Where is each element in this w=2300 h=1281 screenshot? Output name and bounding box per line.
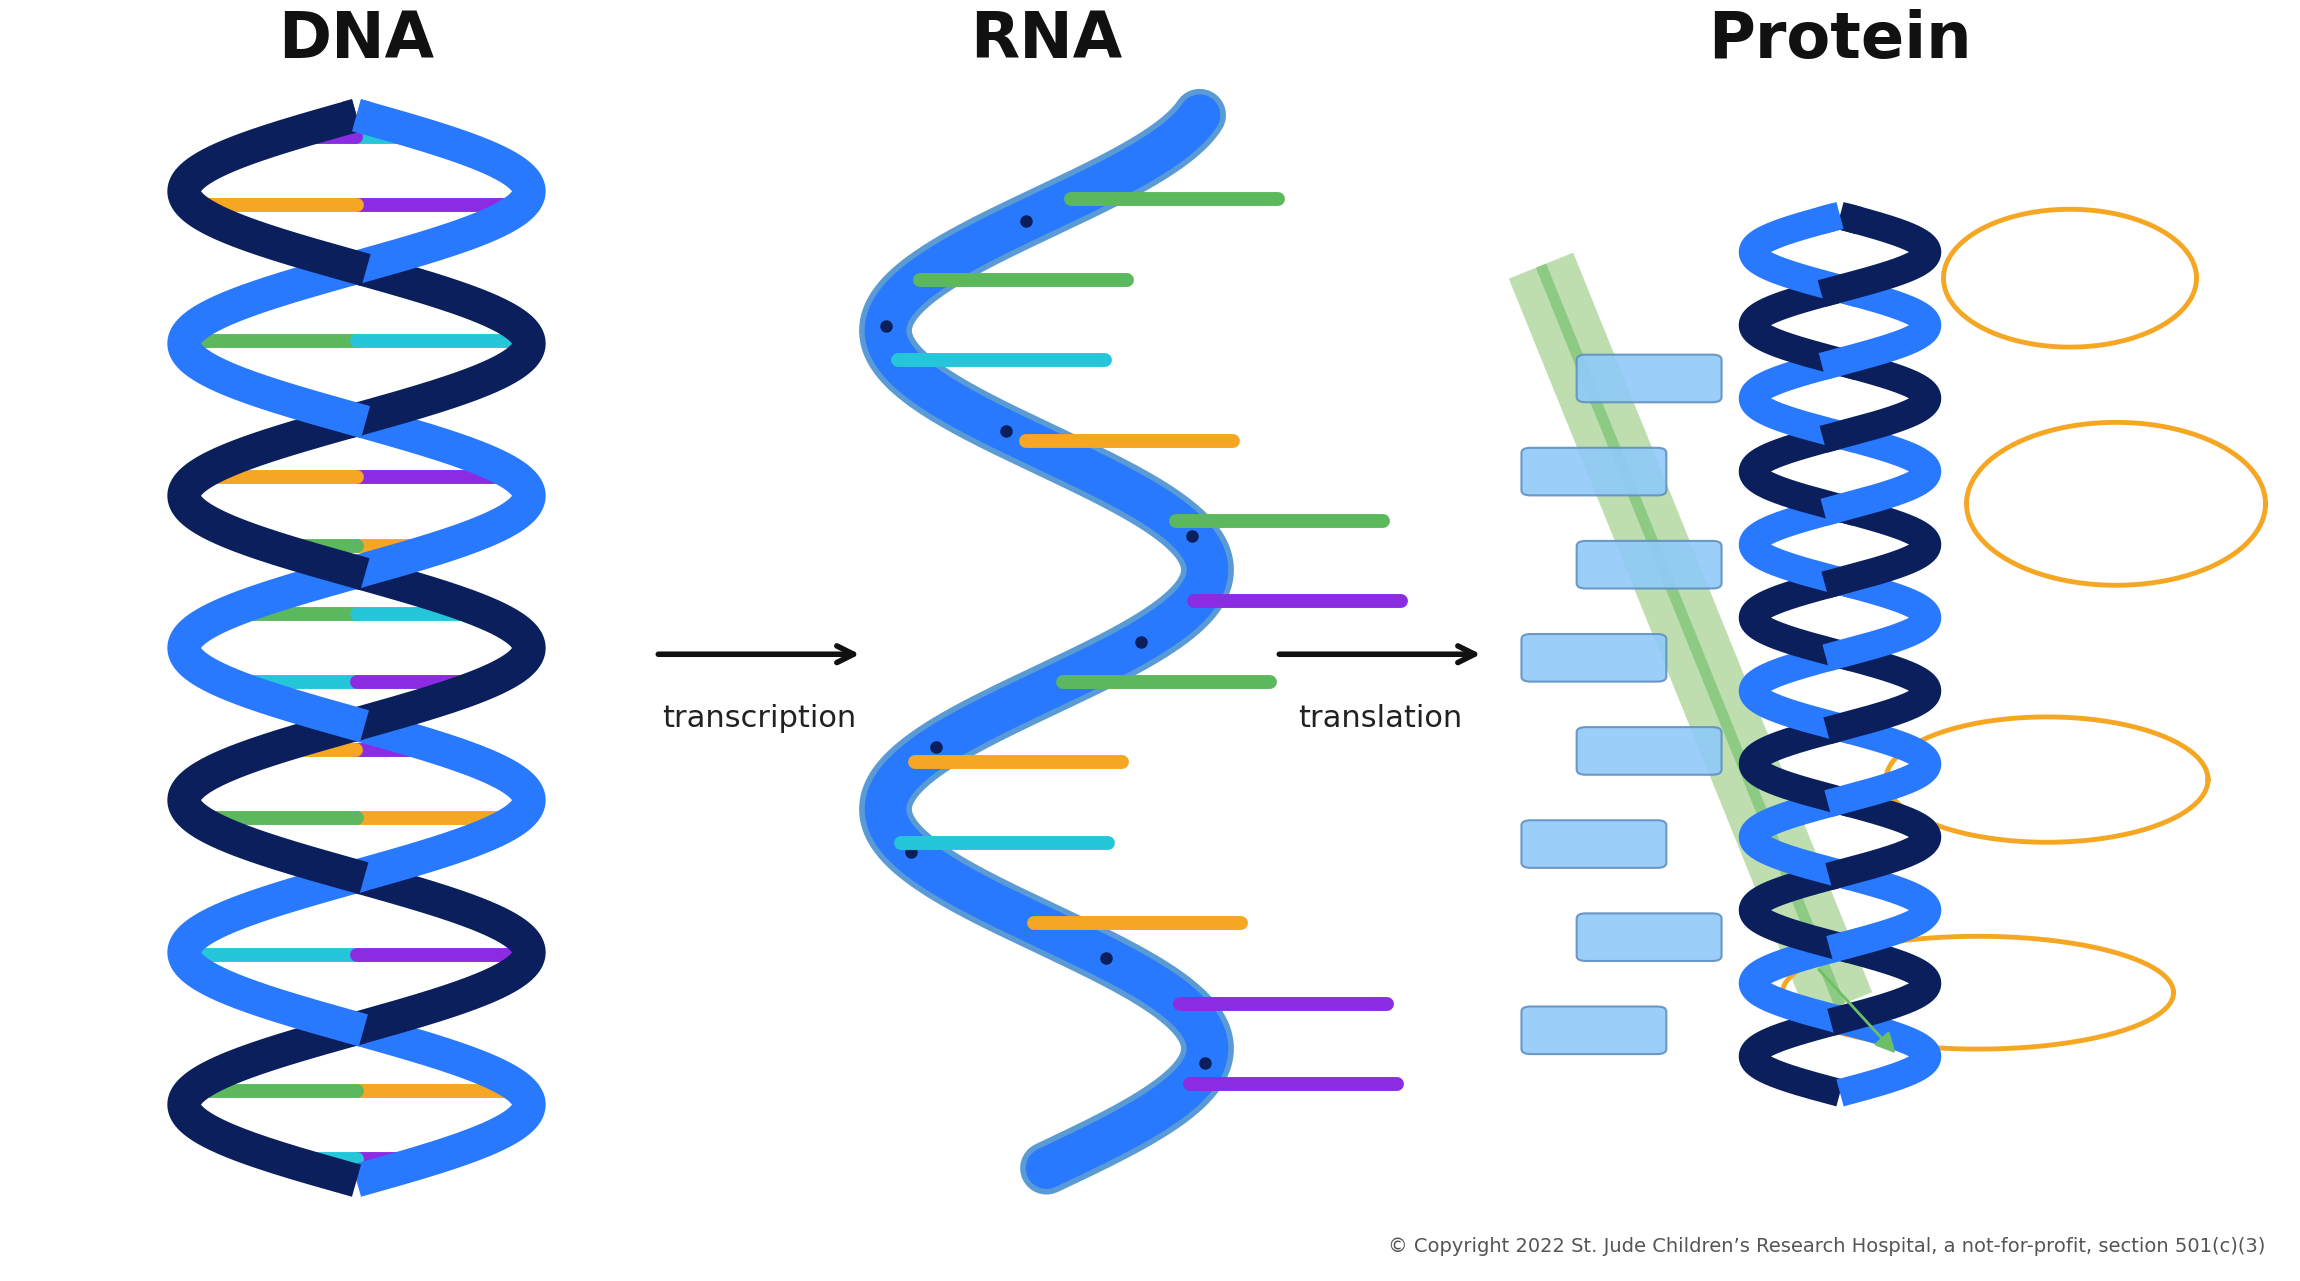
Text: Protein: Protein xyxy=(1709,9,1971,72)
FancyBboxPatch shape xyxy=(1578,541,1723,588)
FancyBboxPatch shape xyxy=(1578,913,1723,961)
Text: DNA: DNA xyxy=(278,9,435,72)
FancyBboxPatch shape xyxy=(1523,1007,1668,1054)
Text: RNA: RNA xyxy=(971,9,1122,72)
FancyBboxPatch shape xyxy=(1523,820,1668,867)
FancyBboxPatch shape xyxy=(1523,448,1668,496)
FancyBboxPatch shape xyxy=(1578,355,1723,402)
Text: transcription: transcription xyxy=(662,705,856,734)
Text: translation: translation xyxy=(1297,705,1463,734)
FancyBboxPatch shape xyxy=(1578,728,1723,775)
FancyBboxPatch shape xyxy=(1523,634,1668,681)
Text: © Copyright 2022 St. Jude Children’s Research Hospital, a not-for-profit, sectio: © Copyright 2022 St. Jude Children’s Res… xyxy=(1389,1237,2266,1255)
